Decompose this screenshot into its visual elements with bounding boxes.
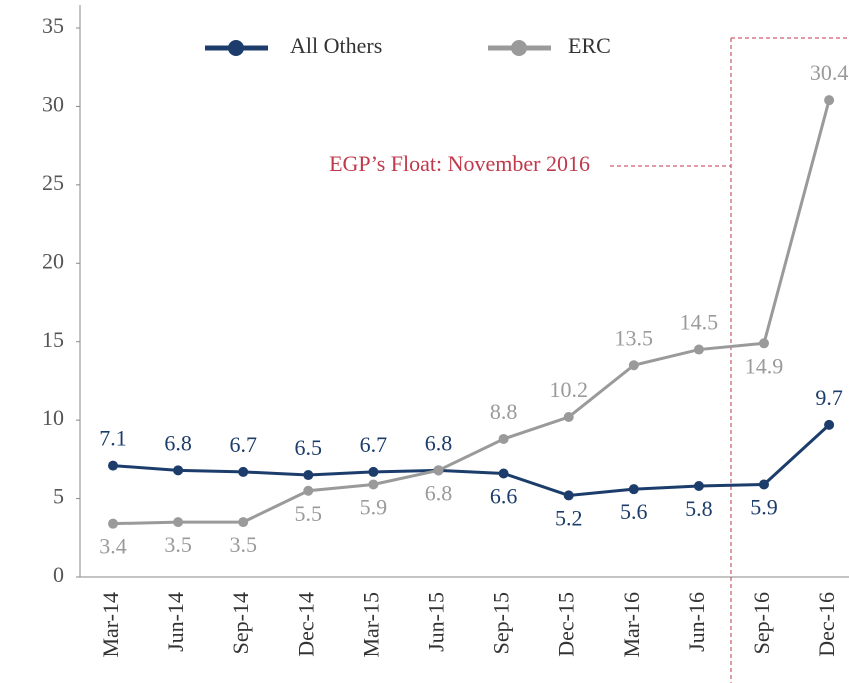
x-tick-label: Jun-15 <box>424 592 449 652</box>
x-tick-label: Dec-14 <box>293 592 318 657</box>
data-label: 3.5 <box>164 532 192 557</box>
data-point <box>368 479 379 490</box>
data-point <box>498 468 509 479</box>
data-label: 5.8 <box>685 496 713 521</box>
data-label: 5.9 <box>750 495 778 520</box>
data-point <box>759 479 769 490</box>
legend-marker <box>228 40 244 56</box>
data-point <box>173 465 184 476</box>
data-label: 5.9 <box>360 495 388 520</box>
data-point <box>238 466 249 477</box>
y-tick-label: 0 <box>53 562 64 587</box>
data-point <box>303 470 314 481</box>
legend-marker <box>511 40 527 56</box>
data-point <box>563 412 574 423</box>
legend-label: All Others <box>290 33 382 58</box>
data-label: 14.9 <box>745 353 784 378</box>
data-label: 5.6 <box>620 499 648 524</box>
y-tick-label: 30 <box>42 91 64 116</box>
data-label: 3.4 <box>99 534 127 559</box>
x-tick-label: Dec-15 <box>554 592 579 657</box>
data-point <box>238 517 249 528</box>
data-point <box>108 460 118 471</box>
data-label: 8.8 <box>490 399 518 424</box>
data-point <box>759 338 769 349</box>
data-point <box>693 344 704 355</box>
data-label: 13.5 <box>615 325 654 350</box>
y-tick-label: 5 <box>53 484 64 509</box>
data-point <box>303 485 314 496</box>
data-point <box>628 484 639 495</box>
series-line <box>112 99 831 526</box>
data-label: 14.5 <box>680 310 719 335</box>
data-label: 3.5 <box>229 532 257 557</box>
data-label: 6.6 <box>490 484 518 509</box>
data-point <box>628 360 639 371</box>
x-tick-label: Sep-16 <box>749 592 774 654</box>
x-tick-label: Mar-16 <box>619 592 644 658</box>
x-tick-label: Jun-16 <box>684 592 709 652</box>
data-point <box>563 490 574 501</box>
data-point <box>368 466 379 477</box>
y-tick-label: 20 <box>42 248 64 273</box>
data-point <box>108 518 118 529</box>
data-label: 5.5 <box>295 501 323 526</box>
data-point <box>498 433 509 444</box>
data-label: 6.8 <box>425 430 453 455</box>
data-point <box>824 419 835 430</box>
x-tick-label: Jun-14 <box>163 592 188 652</box>
data-label: 6.8 <box>425 480 453 505</box>
data-label: 30.4 <box>810 60 849 85</box>
series-line <box>112 423 831 497</box>
data-label: 10.2 <box>549 377 588 402</box>
x-tick-label: Mar-14 <box>98 592 123 658</box>
data-label: 5.2 <box>555 505 583 530</box>
x-tick-label: Sep-14 <box>228 592 253 654</box>
y-tick-label: 15 <box>42 327 64 352</box>
data-point <box>824 95 835 106</box>
data-point <box>433 465 444 476</box>
y-tick-label: 35 <box>42 13 64 38</box>
data-label: 6.7 <box>360 432 388 457</box>
data-point <box>693 481 704 492</box>
y-tick-label: 25 <box>42 170 64 195</box>
data-point <box>173 517 184 528</box>
data-label: 6.7 <box>229 432 257 457</box>
data-label: 6.5 <box>295 435 323 460</box>
x-tick-label: Sep-15 <box>489 592 514 654</box>
data-label: 9.7 <box>815 385 843 410</box>
data-label: 6.8 <box>164 430 192 455</box>
x-tick-label: Dec-16 <box>814 592 839 657</box>
annotation: EGP’s Float: November 2016 <box>329 151 590 176</box>
legend-label: ERC <box>568 33 611 58</box>
y-tick-label: 10 <box>42 405 64 430</box>
data-label: 7.1 <box>99 426 127 451</box>
x-tick-label: Mar-15 <box>358 592 383 658</box>
